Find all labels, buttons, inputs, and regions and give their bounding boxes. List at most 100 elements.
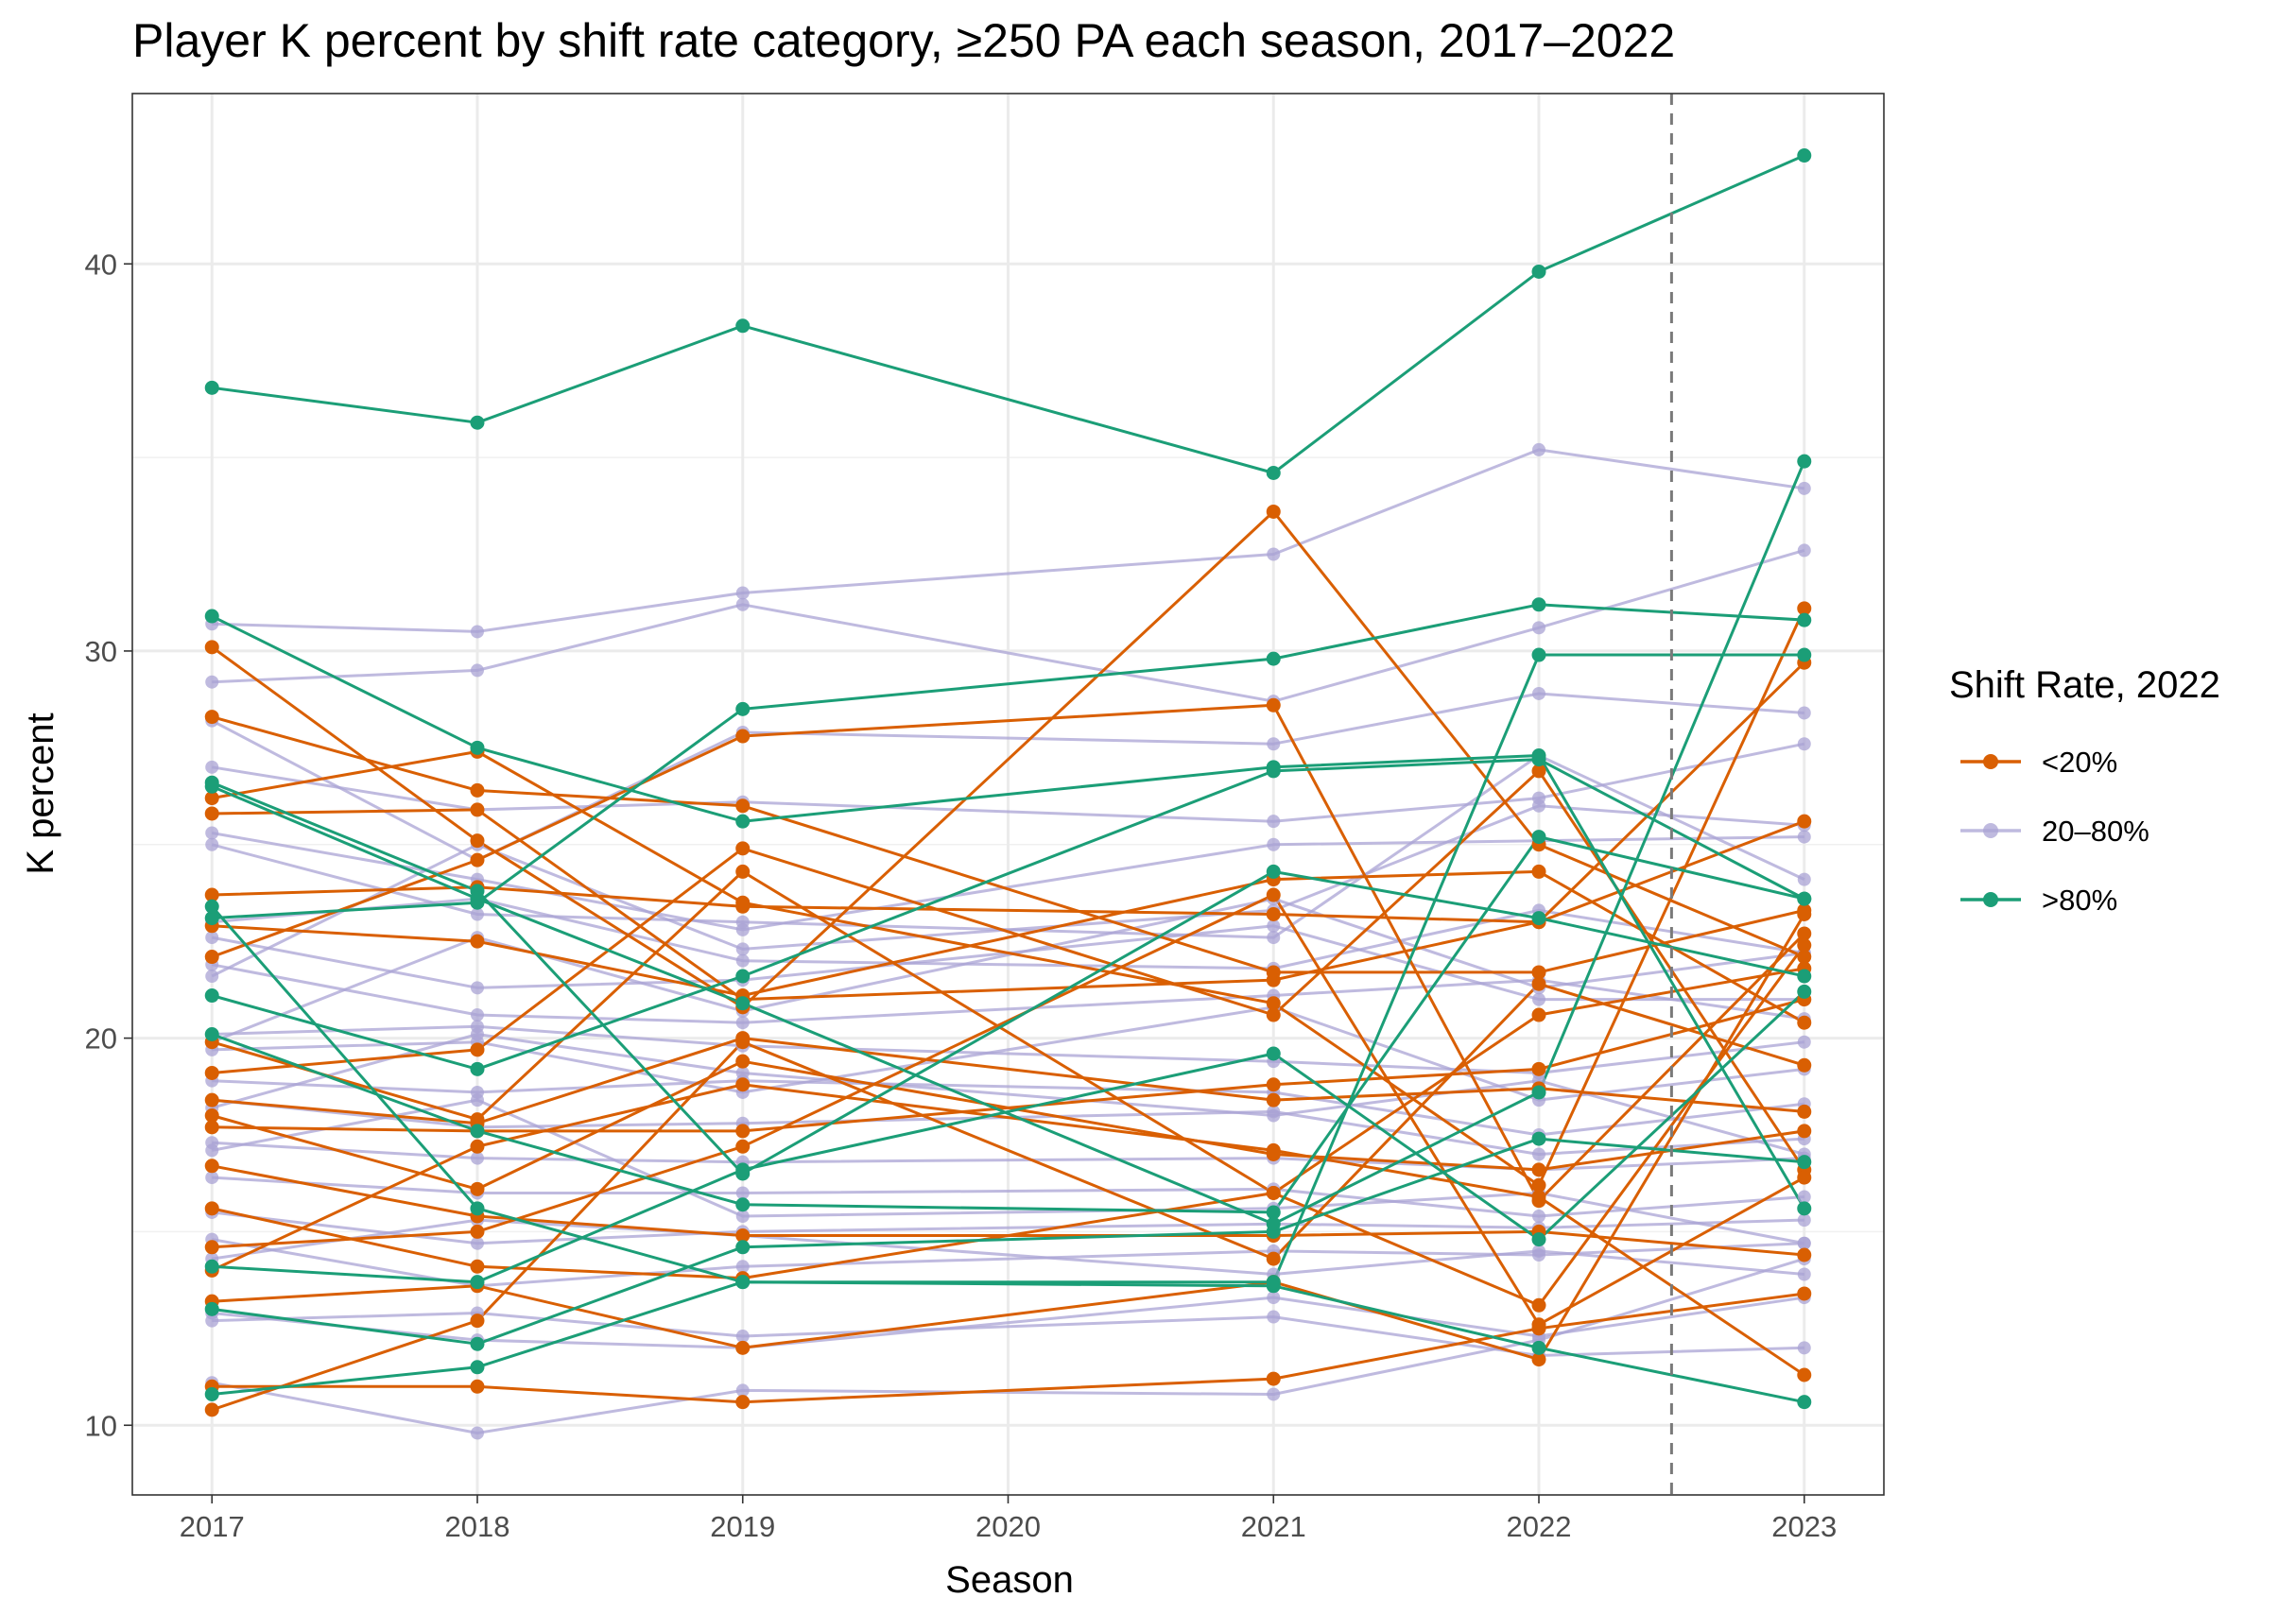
data-point-mid (1532, 798, 1546, 813)
data-point-lt20 (470, 802, 485, 817)
data-point-gt80 (204, 380, 219, 395)
legend-key-point (1983, 892, 1998, 907)
data-point-lt20 (1797, 1124, 1812, 1139)
data-point-gt80 (1797, 1155, 1812, 1170)
data-point-gt80 (470, 1360, 485, 1375)
data-point-lt20 (735, 1228, 751, 1244)
series-line-lt20 (211, 869, 1805, 1194)
data-point-lt20 (1797, 1247, 1812, 1262)
data-point-lt20 (204, 1402, 219, 1417)
series-line-gt80 (212, 154, 1805, 474)
data-point-mid (1797, 706, 1811, 720)
data-point-lt20 (1266, 972, 1281, 987)
y-tick-label: 40 (85, 248, 117, 281)
series-line-mid (211, 897, 1804, 1044)
data-point-lt20 (1531, 1007, 1546, 1022)
series-line-lt20 (211, 982, 1805, 1412)
data-point-gt80 (1797, 647, 1812, 662)
series-line-mid (212, 1005, 1804, 1102)
data-point-gt80 (1797, 1395, 1812, 1410)
series-line-lt20 (212, 893, 1805, 1327)
data-point-gt80 (470, 740, 485, 755)
data-point-lt20 (1266, 1142, 1281, 1158)
data-point-mid (735, 1383, 750, 1398)
data-point-lt20 (1797, 1286, 1812, 1301)
data-point-lt20 (470, 852, 485, 867)
series-line-gt80 (211, 653, 1804, 1284)
data-point-lt20 (1266, 1092, 1281, 1107)
data-point-mid (1267, 737, 1281, 751)
data-point-lt20 (204, 1240, 219, 1255)
data-point-mid (470, 625, 484, 639)
data-point-gt80 (1531, 911, 1546, 926)
data-point-lt20 (1531, 1297, 1546, 1313)
data-point-mid (735, 1066, 750, 1080)
legend-label: >80% (2042, 884, 2117, 917)
data-point-lt20 (735, 1035, 751, 1050)
data-point-gt80 (735, 318, 751, 334)
data-point-gt80 (735, 814, 751, 829)
data-point-mid (735, 1210, 750, 1224)
data-point-lt20 (1531, 1061, 1546, 1076)
data-point-lt20 (1797, 1367, 1812, 1382)
y-axis: 10 20 30 40 (85, 248, 132, 1442)
data-point-gt80 (735, 1162, 751, 1177)
data-point-mid (205, 837, 219, 851)
series-line-lt20 (211, 703, 1805, 1203)
data-point-gt80 (1797, 984, 1812, 999)
data-point-lt20 (1797, 950, 1812, 965)
data-point-mid (1532, 1147, 1546, 1161)
data-point-lt20 (470, 1224, 485, 1239)
data-point-gt80 (1531, 647, 1546, 662)
data-point-mid (205, 826, 219, 840)
data-point-mid (1267, 931, 1281, 945)
series-line-gt80 (211, 758, 1805, 1071)
series-line-mid (211, 804, 1804, 978)
data-point-mid (1797, 872, 1811, 886)
x-tick-label: 2022 (1507, 1510, 1572, 1543)
data-point-mid (1267, 815, 1281, 829)
legend-key-point (1983, 754, 1998, 769)
series-points (204, 148, 1812, 1440)
data-point-lt20 (1266, 1371, 1281, 1386)
data-point-lt20 (1531, 864, 1546, 879)
series-line-mid (212, 448, 1805, 633)
series-line-mid (212, 1024, 1804, 1074)
data-point-lt20 (735, 1077, 751, 1092)
data-point-gt80 (735, 1240, 751, 1255)
x-axis-title: Season (945, 1559, 1074, 1601)
series-line-lt20 (212, 913, 1806, 1362)
x-axis: 2017 2018 2019 2020 2021 2022 2023 (180, 1495, 1837, 1543)
data-point-mid (1797, 737, 1811, 751)
data-point-gt80 (1266, 1205, 1281, 1220)
data-point-lt20 (1266, 887, 1281, 902)
data-point-lt20 (1797, 1015, 1812, 1030)
data-point-lt20 (1797, 1104, 1812, 1119)
series-line-lt20 (212, 998, 1805, 1133)
legend-title: Shift Rate, 2022 (1949, 664, 2220, 706)
data-point-mid (1797, 1190, 1811, 1204)
data-point-mid (1797, 1213, 1811, 1228)
plot-panel (131, 93, 1885, 1496)
data-point-mid (1532, 1244, 1546, 1258)
series-line-lt20 (211, 944, 1806, 1307)
series-line-lt20 (212, 769, 1806, 1171)
data-point-gt80 (1531, 1131, 1546, 1146)
data-point-mid (1797, 1236, 1811, 1250)
data-point-gt80 (470, 1124, 485, 1139)
data-point-gt80 (1266, 465, 1281, 480)
data-point-lt20 (470, 1042, 485, 1057)
data-point-lt20 (204, 1120, 219, 1135)
data-point-mid (735, 953, 750, 968)
data-point-gt80 (1797, 454, 1812, 469)
data-point-mid (735, 1330, 750, 1344)
data-point-gt80 (1797, 1201, 1812, 1216)
data-point-lt20 (1797, 926, 1812, 941)
data-point-gt80 (1797, 891, 1812, 906)
data-point-gt80 (470, 1336, 485, 1351)
data-point-gt80 (204, 779, 219, 794)
x-tick-label: 2023 (1771, 1510, 1837, 1543)
data-point-mid (1267, 1291, 1281, 1305)
series-line-gt80 (212, 990, 1805, 1284)
data-point-lt20 (470, 1181, 485, 1196)
